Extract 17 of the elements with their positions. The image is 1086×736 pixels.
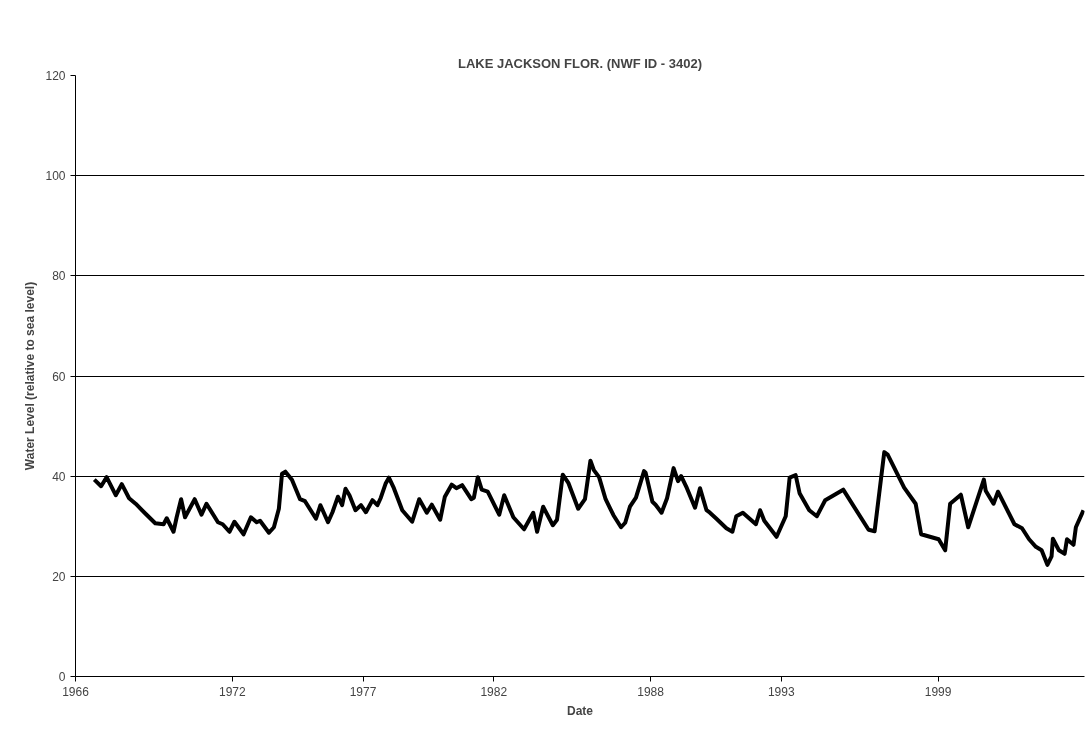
y-tick-label: 60 [52,369,66,384]
x-tick-label: 1988 [637,684,665,699]
y-tick-label: 20 [52,569,66,584]
x-tick-label: 1999 [924,684,952,699]
x-axis-title: Date [567,703,594,718]
y-tick-label: 80 [52,269,66,284]
y-axis-title: Water Level (relative to sea level) [23,281,38,471]
x-tick-label: 1982 [480,684,508,699]
x-tick-label: 1972 [218,684,247,699]
x-tick-label: 1993 [767,684,795,699]
x-tick-label: 1966 [62,684,90,699]
chart-title: LAKE JACKSON FLOR. (NWF ID - 3402) [457,55,703,71]
x-tick-label: 1977 [349,684,377,699]
y-tick-label: 40 [52,469,66,484]
y-tick-label: 120 [45,69,66,83]
y-tick-label: 100 [45,169,66,184]
y-tick-label: 0 [58,670,66,684]
